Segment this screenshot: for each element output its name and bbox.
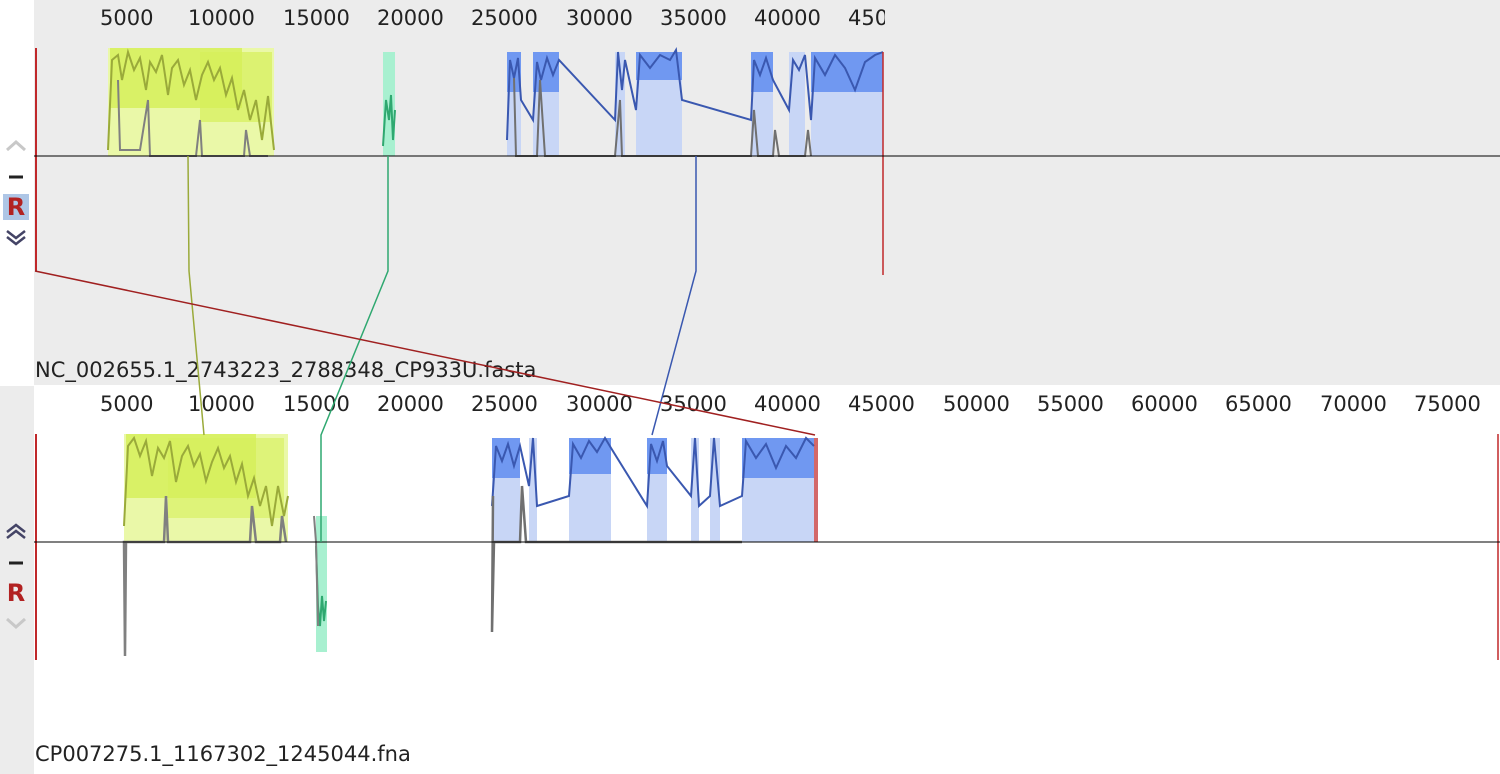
track-controls-bottom: R xyxy=(0,386,34,774)
ruler-tick: 450 xyxy=(848,6,885,30)
lcb-track-bottom xyxy=(34,434,1500,660)
reverse-button[interactable]: R xyxy=(6,579,26,607)
genome-name-top: NC_002655.1_2743223_2788348_CP933U.fasta xyxy=(35,358,537,382)
ruler-tick: 15000 xyxy=(283,6,350,30)
lcb-track-top xyxy=(34,46,1500,275)
ruler-tick: 50000 xyxy=(943,392,1010,416)
lcb-block-yellow[interactable] xyxy=(107,48,275,157)
remove-icon[interactable] xyxy=(3,166,29,188)
move-up-icon[interactable] xyxy=(3,134,29,156)
ruler-tick: 40000 xyxy=(754,6,821,30)
lcb-block-red-marker xyxy=(814,438,818,542)
remove-icon[interactable] xyxy=(3,552,29,574)
ruler-tick: 25000 xyxy=(471,6,538,30)
lcb-block-blue[interactable] xyxy=(506,46,884,157)
track-controls-top: R xyxy=(0,0,34,385)
genome-panel-top[interactable]: R 5000 10000 15000 20000 25000 30000 350… xyxy=(0,0,1500,385)
lcb-block-green[interactable] xyxy=(382,52,396,156)
genome-name-bottom: CP007275.1_1167302_1245044.fna xyxy=(35,742,411,766)
ruler-tick: 60000 xyxy=(1131,392,1198,416)
ruler-tick: 10000 xyxy=(188,6,255,30)
ruler-tick: 45000 xyxy=(848,392,915,416)
reverse-button[interactable]: R xyxy=(3,194,29,220)
move-down-icon[interactable] xyxy=(3,226,29,248)
lcb-block-blue[interactable] xyxy=(490,436,815,633)
ruler-tick: 35000 xyxy=(660,6,727,30)
lcb-block-yellow[interactable] xyxy=(122,434,289,657)
genome-panel-bottom[interactable]: R 5000 10000 15000 20000 25000 30000 350… xyxy=(0,386,1500,774)
ruler-tick: 70000 xyxy=(1320,392,1387,416)
move-up-icon[interactable] xyxy=(3,520,29,542)
ruler-tick: 20000 xyxy=(377,6,444,30)
move-down-icon[interactable] xyxy=(3,612,29,634)
ruler-tick: 55000 xyxy=(1037,392,1104,416)
ruler-tick: 65000 xyxy=(1225,392,1292,416)
ruler-tick: 75000 xyxy=(1414,392,1481,416)
ruler-tick: 30000 xyxy=(566,6,633,30)
ruler-tick: 5000 xyxy=(100,6,154,30)
lcb-block-green[interactable] xyxy=(313,515,327,652)
